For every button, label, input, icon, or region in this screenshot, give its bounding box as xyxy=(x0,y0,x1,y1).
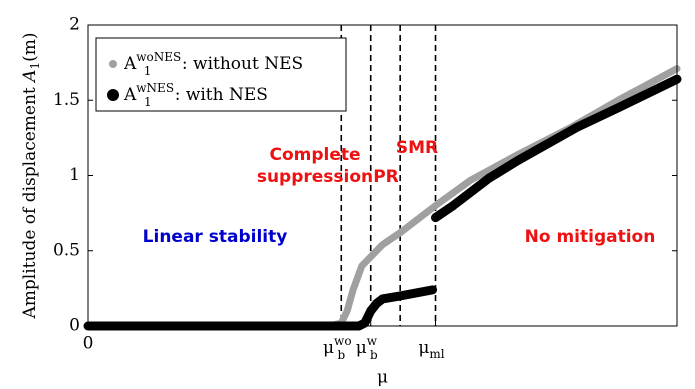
text-part: μ xyxy=(356,338,367,358)
text-part: woNES xyxy=(136,50,181,64)
legend-marker xyxy=(109,60,117,68)
annotation: PR xyxy=(373,167,399,187)
x-tick-label: μw b xyxy=(356,334,378,362)
text-part: Amplitude of displacement xyxy=(20,82,40,320)
annotation: Linear stability xyxy=(143,227,288,247)
legend-label: AwNES 1 : with NES xyxy=(123,81,268,109)
x-axis-label: μ xyxy=(377,368,388,388)
annotation: Complete xyxy=(269,145,360,165)
plot-frame xyxy=(87,24,678,327)
text-part: A xyxy=(123,85,137,105)
text-part: wo xyxy=(334,334,352,348)
y-tick-label: 0.5 xyxy=(53,240,80,260)
text-part: w xyxy=(367,334,378,348)
text-part: ml xyxy=(429,347,444,361)
y-tick-label: 1.5 xyxy=(53,90,80,110)
legend-box xyxy=(95,37,347,112)
data-line xyxy=(83,74,682,331)
legend-marker xyxy=(107,89,119,101)
x-tick-label: μml xyxy=(418,338,444,361)
annotation: No mitigation xyxy=(525,227,656,247)
text-part: 1 xyxy=(144,95,152,109)
text-part: (m) xyxy=(20,33,40,62)
annotation: SMR xyxy=(396,138,438,158)
y-tick-label: 2 xyxy=(69,15,80,35)
y-tick-label: 1 xyxy=(69,165,80,185)
x-tick-label: μwo b xyxy=(323,334,352,362)
text-part: A xyxy=(123,54,137,74)
text-part: 1 xyxy=(144,64,152,78)
x-tick-label: 0 xyxy=(83,334,94,354)
text-part: b xyxy=(370,348,378,362)
text-part: : without NES xyxy=(182,54,303,74)
text-part: 1 xyxy=(28,62,42,70)
text-part: b xyxy=(338,348,346,362)
text-part: μ xyxy=(323,338,334,358)
text-part: A xyxy=(20,70,40,84)
y-tick-label: 0 xyxy=(69,316,80,336)
text-part: wNES xyxy=(136,81,174,95)
annotation: suppression xyxy=(257,167,373,187)
text-part: μ xyxy=(418,338,429,358)
y-axis-label: Amplitude of displacement A1(m) xyxy=(20,33,42,320)
text-part: : with NES xyxy=(175,85,268,105)
legend-label: AwoNES 1 : without NES xyxy=(123,50,303,78)
